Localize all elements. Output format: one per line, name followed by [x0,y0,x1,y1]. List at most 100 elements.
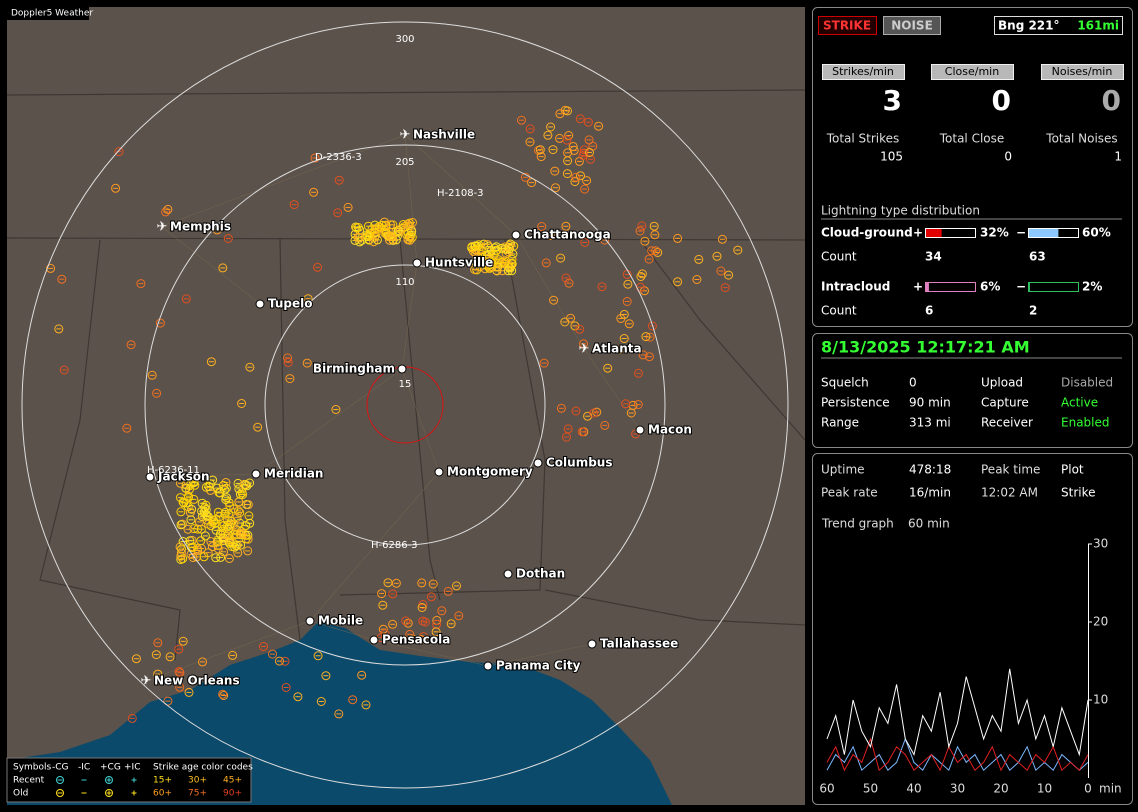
strike-symbol [717,234,727,244]
count-label: Count [821,250,857,264]
total-value: 105 [880,150,903,164]
sign: + [913,226,923,240]
ring-label: 15 [399,379,412,390]
strike-symbol [176,493,185,503]
strike-symbol [198,657,207,667]
percent: 32% [980,226,1009,240]
legend-age-code: 30+ [188,776,207,786]
strike-symbol [467,242,477,252]
status-cell: Upload [981,376,1023,390]
strike-symbol [537,222,547,231]
legend-age-code: 75+ [188,789,207,799]
y-tick-label: 20 [1093,615,1108,629]
strike-symbol [151,650,161,660]
strike-symbol [199,552,209,562]
strike-symbol [152,388,162,398]
strike-symbol [489,250,499,260]
strike-symbol [186,515,196,525]
total-label: Total Close [939,132,1005,146]
status-cell: 90 min [909,396,951,410]
bar [1029,283,1030,291]
strike-button-label[interactable]: STRIKE [823,19,871,33]
strike-symbol [235,518,245,528]
strike-symbol [181,294,191,304]
noise-button[interactable] [883,16,941,35]
status-cell: Squelch [821,376,869,390]
strike-symbol [550,166,560,176]
strike-symbols [46,105,743,723]
strike-symbol [285,374,295,384]
strike-symbol [562,432,571,442]
stat-cell: Peak time [981,463,1040,477]
range-ring [264,264,546,546]
strike-symbol [580,184,590,194]
strike-symbol [452,581,461,591]
strike-symbol [623,279,633,289]
city-dot [369,635,379,645]
strike-symbol [431,627,441,637]
status-cell: 313 mi [909,416,951,430]
strike-symbol [634,368,643,378]
city-label: New Orleans [154,674,240,688]
strike-symbol [575,114,585,124]
city-dot [511,230,521,240]
strike-symbol [309,187,319,197]
strike-symbol [163,696,173,706]
strike-symbol [241,480,251,490]
strike-symbol [551,183,560,193]
strike-symbol [619,309,629,319]
strike-symbol [218,480,228,490]
rate-label: Strikes/min [832,65,894,78]
strike-symbol [214,488,224,498]
percent: 2% [1082,280,1102,294]
stat-cell: 12:02 AM [981,486,1038,500]
strike-symbol [570,321,580,331]
strike-symbol [673,277,683,287]
x-tick-label: 0 [1084,782,1092,796]
percent: 6% [980,280,1000,294]
strike-symbol [204,481,214,491]
strike-symbol [378,600,388,610]
x-tick-label: 30 [950,782,965,796]
status-cell: Persistence [821,396,890,410]
strike-symbol [644,352,654,362]
strike-symbol [575,324,585,334]
strike-symbol [403,234,413,244]
strike-symbol [380,629,390,639]
strike-symbol [333,208,343,218]
x-tick-label: 40 [906,782,921,796]
strike-symbol [486,245,496,255]
strike-symbol [641,332,651,342]
strike-symbol [175,682,185,692]
strike-symbol [379,217,389,227]
strike-button[interactable] [818,16,877,35]
x-unit: min [1099,782,1122,796]
range-ring [144,144,666,666]
strike-symbol [253,422,263,432]
legend-type: +CG [100,763,121,773]
strike-symbol [501,249,511,258]
strike-symbol [626,408,636,418]
legend-symbols: Symbols [13,763,52,773]
strike-symbol [122,423,132,433]
strike-symbol [589,408,599,418]
noise-button-label[interactable]: NOISE [891,19,933,33]
strike-symbol [355,233,364,242]
strike-symbol [635,226,645,236]
strike-symbol [310,153,320,163]
stat-cell: Peak rate [821,486,878,500]
strike-symbol [202,511,212,521]
type-name: Cloud-ground [821,226,913,240]
strike-symbol [243,500,253,510]
strike-symbol [724,270,734,280]
strike-symbol [183,524,193,534]
city-label: Mobile [318,614,363,628]
strike-symbol [363,221,373,231]
count: 34 [925,250,942,264]
legend-box [6,757,252,803]
strike-symbol [147,370,157,380]
datetime: 8/13/2025 12:17:21 AM [821,338,1030,357]
strike-symbol [281,683,291,692]
strike-symbol [733,245,743,255]
strike-symbol [208,517,218,527]
